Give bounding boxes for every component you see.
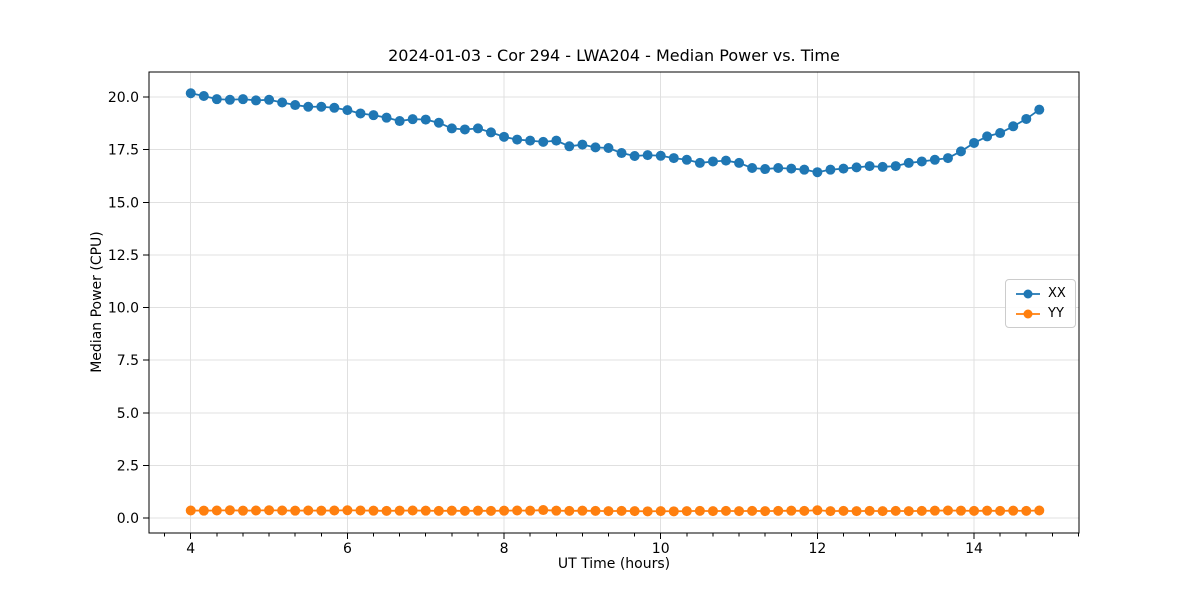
legend-item-xx: XX (1015, 287, 1066, 300)
x-tick-label: 6 (343, 541, 352, 557)
x-tick-label: 14 (965, 541, 983, 557)
y-tick-label: 17.5 (108, 143, 139, 159)
y-tick-label: 2.5 (117, 458, 139, 474)
y-axis-label: Median Power (CPU) (89, 231, 105, 373)
x-tick-label: 4 (186, 541, 195, 557)
y-tick-label: 20.0 (108, 90, 139, 106)
chart-title: 2024-01-03 - Cor 294 - LWA204 - Median P… (388, 46, 840, 65)
y-tick-label: 10.0 (108, 301, 139, 317)
legend-label-xx: XX (1048, 286, 1066, 301)
legend: XX YY (1005, 279, 1076, 328)
x-tick-label: 12 (808, 541, 826, 557)
legend-line-xx-icon (1016, 289, 1040, 298)
y-tick-label: 15.0 (108, 195, 139, 211)
y-tick-label: 5.0 (117, 406, 139, 422)
y-tick-label: 0.0 (117, 511, 139, 527)
legend-item-yy: YY (1015, 307, 1066, 320)
legend-label-yy: YY (1048, 306, 1064, 321)
x-tick-label: 8 (500, 541, 509, 557)
x-tick-label: 10 (652, 541, 670, 557)
y-tick-label: 12.5 (108, 248, 139, 264)
legend-line-yy-icon (1016, 309, 1040, 318)
x-axis-label: UT Time (hours) (557, 556, 671, 572)
y-tick-label: 7.5 (117, 353, 139, 369)
